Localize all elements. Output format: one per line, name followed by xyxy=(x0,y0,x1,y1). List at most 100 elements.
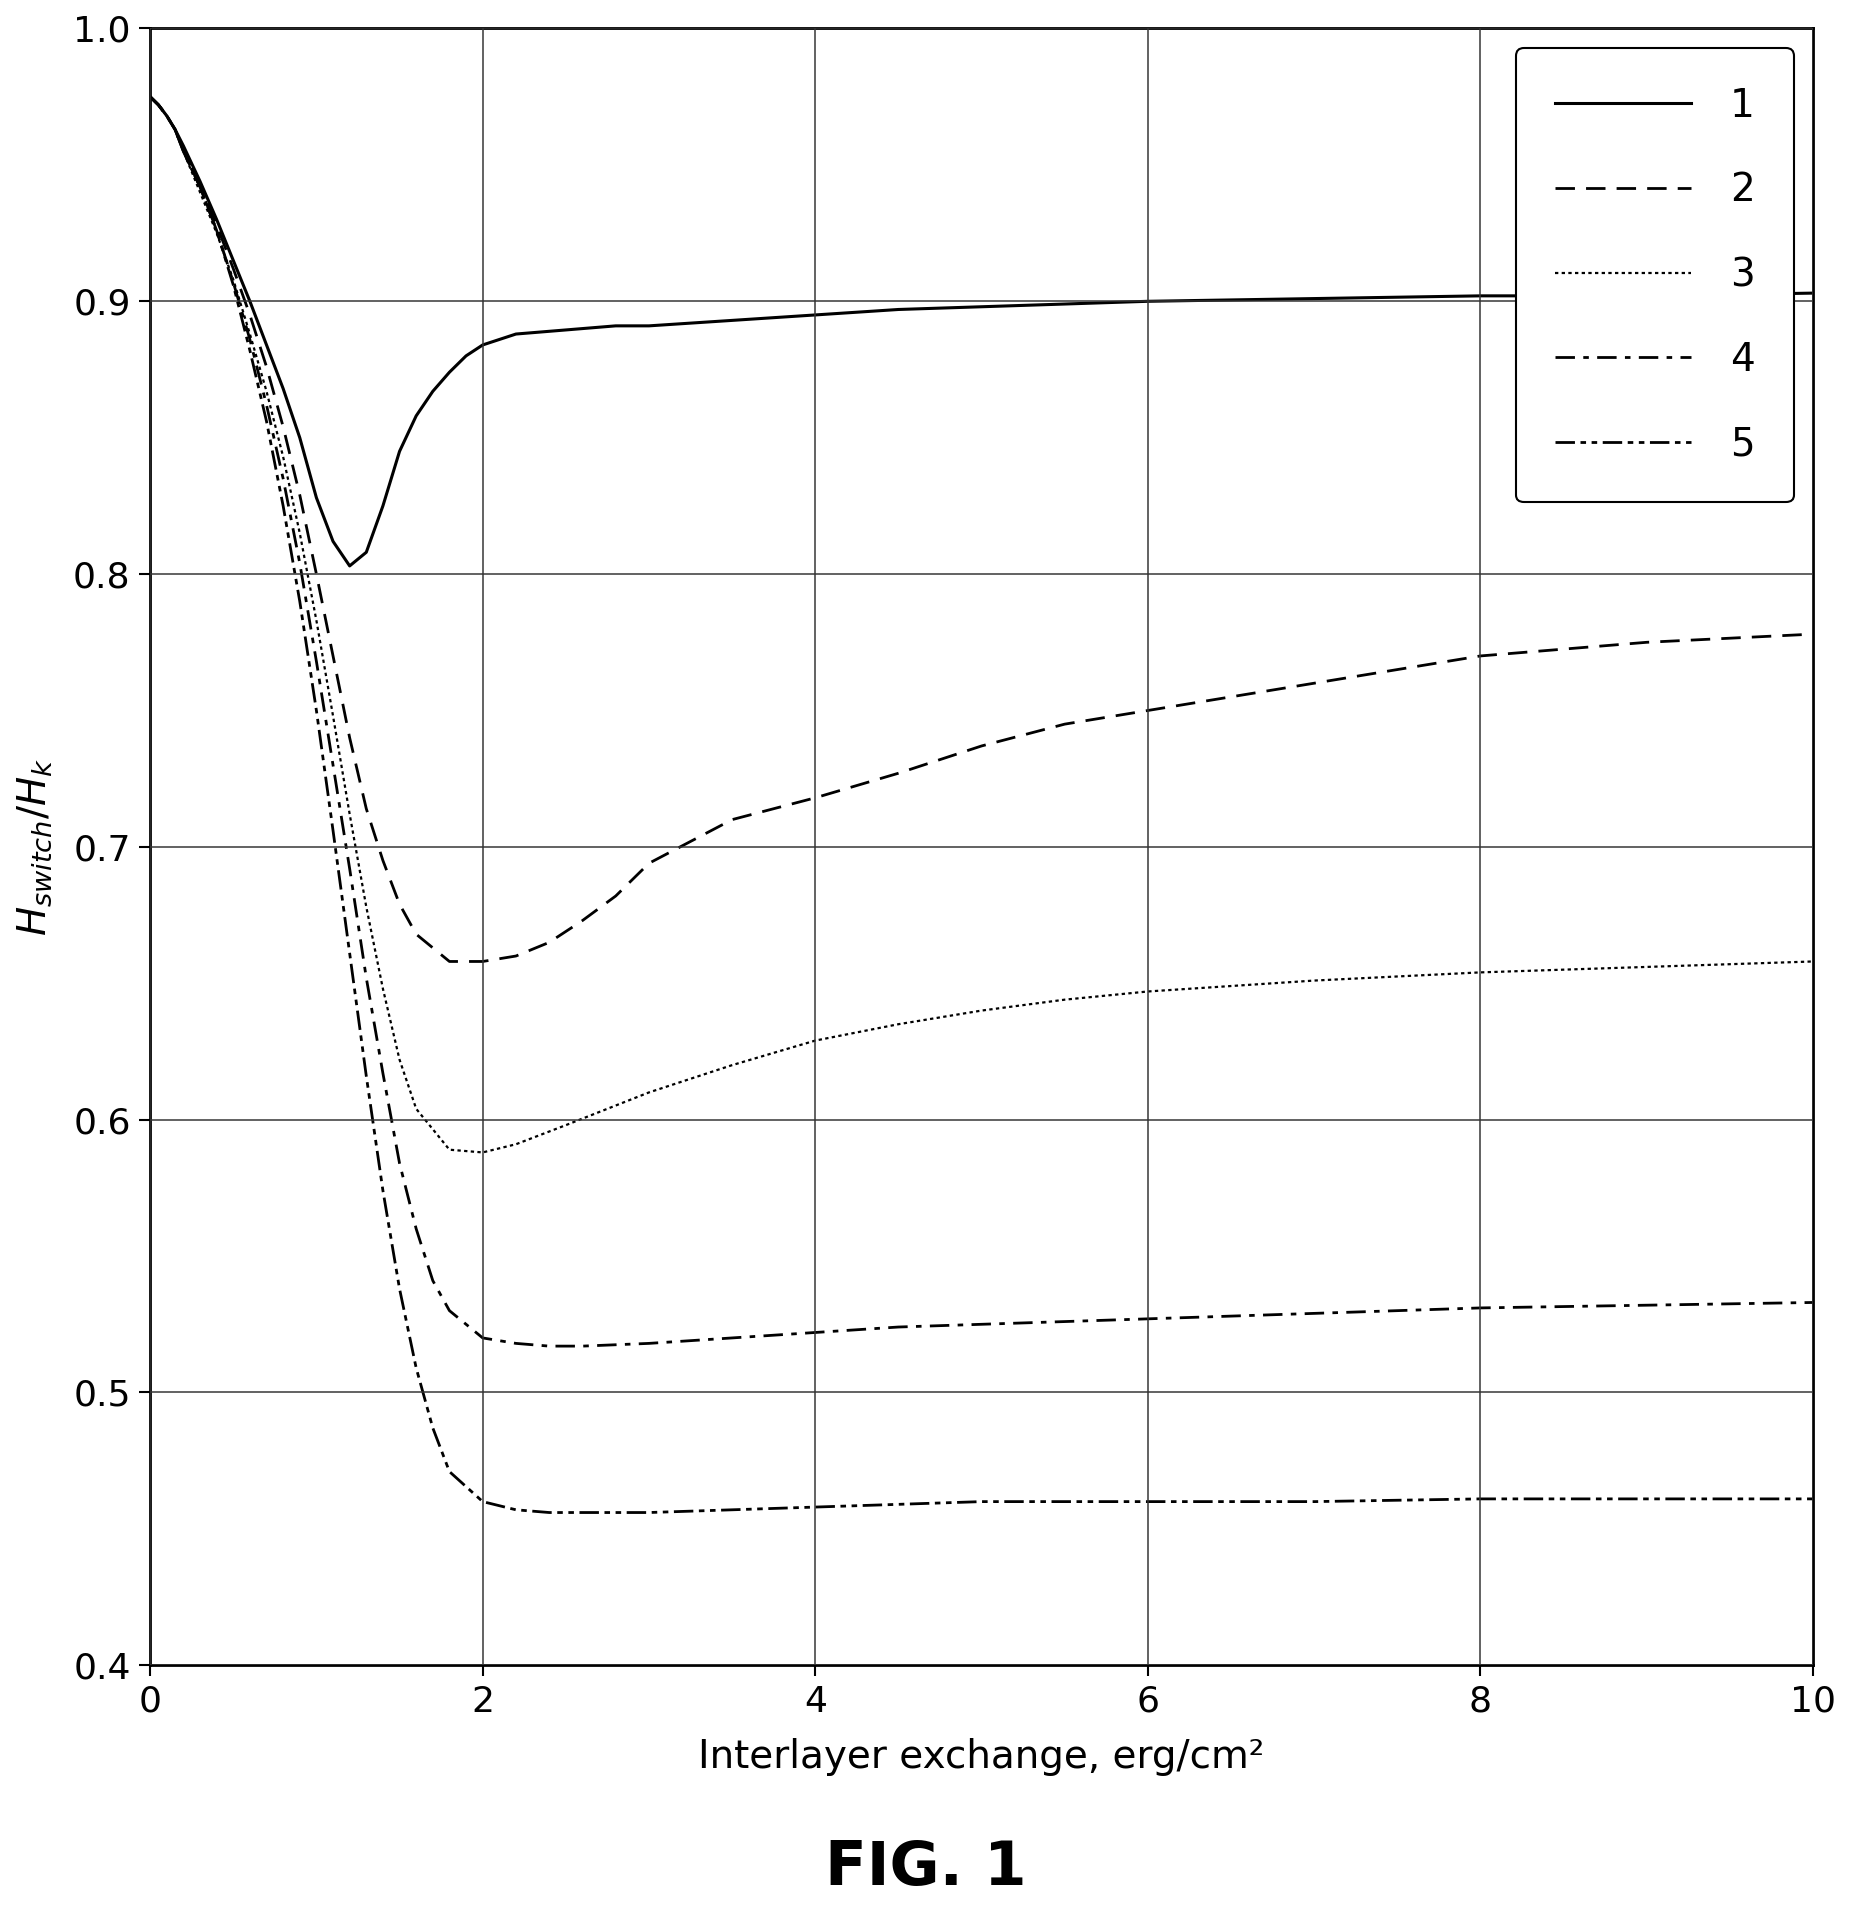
4 xyxy=(155,104,178,127)
3 xyxy=(289,522,311,545)
5 xyxy=(439,1460,461,1483)
5 xyxy=(355,1065,378,1088)
5 xyxy=(803,1495,826,1518)
2 xyxy=(272,416,294,439)
2 xyxy=(148,92,170,116)
2 xyxy=(605,884,627,907)
2 xyxy=(1636,630,1658,653)
4 xyxy=(305,649,328,672)
4 xyxy=(148,92,170,116)
4 xyxy=(255,393,278,416)
2 xyxy=(572,909,594,932)
2 xyxy=(1470,645,1492,668)
1 xyxy=(722,308,744,331)
1 xyxy=(1801,281,1823,304)
3 xyxy=(472,1140,494,1163)
3 xyxy=(155,104,178,127)
1 xyxy=(165,117,187,141)
1 xyxy=(339,555,361,578)
1 xyxy=(1137,289,1159,312)
3 xyxy=(165,117,187,141)
2 xyxy=(539,930,561,953)
5 xyxy=(155,104,178,127)
3 xyxy=(1303,969,1325,992)
Line: 2: 2 xyxy=(150,96,1812,961)
4 xyxy=(289,551,311,574)
2 xyxy=(722,809,744,832)
2 xyxy=(472,950,494,973)
5 xyxy=(222,273,244,297)
5 xyxy=(139,85,161,108)
5 xyxy=(472,1491,494,1514)
5 xyxy=(722,1498,744,1522)
5 xyxy=(605,1500,627,1523)
4 xyxy=(1470,1296,1492,1319)
4 xyxy=(172,141,194,164)
5 xyxy=(148,92,170,116)
5 xyxy=(189,175,211,198)
1 xyxy=(322,530,344,553)
Line: 3: 3 xyxy=(150,96,1812,1152)
2 xyxy=(1303,672,1325,695)
5 xyxy=(405,1356,428,1379)
5 xyxy=(255,410,278,433)
4 xyxy=(1636,1294,1658,1317)
Line: 4: 4 xyxy=(150,96,1812,1346)
2 xyxy=(205,214,228,237)
4 xyxy=(322,753,344,776)
1 xyxy=(255,333,278,356)
5 xyxy=(639,1500,661,1523)
3 xyxy=(255,379,278,403)
2 xyxy=(887,761,909,784)
1 xyxy=(1303,287,1325,310)
1 xyxy=(505,322,528,345)
3 xyxy=(339,803,361,826)
1 xyxy=(970,295,992,318)
3 xyxy=(505,1132,528,1156)
4 xyxy=(970,1314,992,1337)
3 xyxy=(355,896,378,919)
5 xyxy=(289,589,311,612)
1 xyxy=(172,135,194,158)
3 xyxy=(189,181,211,204)
5 xyxy=(1303,1491,1325,1514)
2 xyxy=(172,141,194,164)
2 xyxy=(803,786,826,809)
3 xyxy=(555,1113,578,1136)
4 xyxy=(405,1217,428,1240)
5 xyxy=(1053,1491,1075,1514)
1 xyxy=(148,92,170,116)
5 xyxy=(539,1500,561,1523)
3 xyxy=(322,705,344,728)
4 xyxy=(1137,1308,1159,1331)
5 xyxy=(1137,1491,1159,1514)
2 xyxy=(305,562,328,586)
2 xyxy=(339,726,361,749)
5 xyxy=(339,942,361,965)
4 xyxy=(472,1327,494,1350)
2 xyxy=(189,175,211,198)
5 xyxy=(572,1500,594,1523)
4 xyxy=(339,857,361,880)
2 xyxy=(222,256,244,279)
1 xyxy=(389,439,411,462)
4 xyxy=(189,175,211,198)
3 xyxy=(639,1080,661,1104)
Text: FIG. 1: FIG. 1 xyxy=(826,1839,1025,1897)
1 xyxy=(239,289,261,312)
4 xyxy=(165,117,187,141)
1 xyxy=(439,360,461,383)
4 xyxy=(372,1061,394,1084)
3 xyxy=(205,221,228,245)
2 xyxy=(255,354,278,377)
5 xyxy=(239,339,261,362)
3 xyxy=(172,141,194,164)
4 xyxy=(722,1327,744,1350)
1 xyxy=(539,320,561,343)
5 xyxy=(172,141,194,164)
2 xyxy=(372,849,394,872)
4 xyxy=(422,1269,444,1292)
2 xyxy=(239,304,261,327)
4 xyxy=(803,1321,826,1344)
1 xyxy=(289,426,311,449)
